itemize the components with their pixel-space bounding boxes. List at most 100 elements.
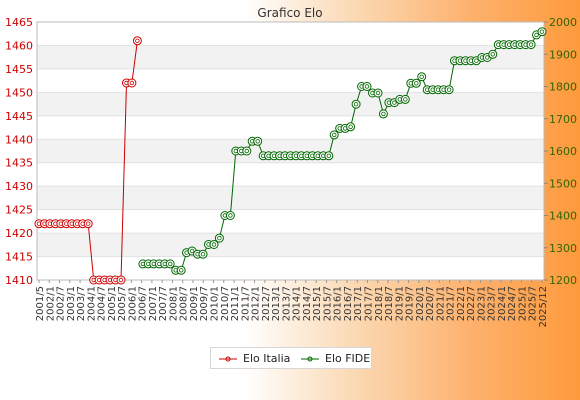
x-tick-label: 2007/7 (158, 286, 169, 321)
legend-item-elo-fide: Elo FIDE (301, 352, 370, 365)
x-tick-label: 2011/1 (230, 286, 241, 321)
x-tick-label: 2023/7 (487, 286, 498, 321)
legend-marker-elo-fide-icon (301, 356, 319, 361)
y-right-tick-label: 1900 (549, 48, 577, 61)
data-point-inner (189, 248, 195, 254)
data-point-inner (348, 124, 353, 129)
data-point (373, 88, 383, 98)
data-point (362, 82, 372, 91)
x-tick-label: 2008/7 (179, 286, 190, 321)
y-right-tick-label: 2000 (549, 16, 577, 29)
x-tick-label: 2015/7 (322, 286, 333, 321)
x-tick-label: 2001/5 (35, 286, 46, 321)
data-point (400, 94, 410, 104)
data-point (526, 40, 536, 50)
y-right-tick-label: 1700 (549, 113, 577, 126)
y-left-tick-label: 1410 (5, 274, 33, 287)
y-right-tick-label: 1800 (549, 81, 577, 94)
grid-band (37, 45, 544, 69)
data-point (444, 85, 454, 95)
grid-band (37, 233, 544, 257)
x-tick-label: 2022/1 (456, 286, 467, 321)
x-tick-label: 2017/1 (353, 286, 364, 321)
data-point (253, 136, 263, 146)
data-point-inner (211, 242, 217, 247)
x-tick-label: 2017/7 (363, 286, 374, 321)
x-tick-label: 2024/1 (497, 286, 508, 321)
data-point (329, 130, 339, 140)
legend-item-elo-italia: Elo Italia (219, 352, 290, 365)
y-left-tick-label: 1430 (5, 180, 33, 193)
y-left-tick-label: 1455 (5, 63, 33, 76)
data-point (127, 78, 137, 88)
x-tick-label: 2021/7 (446, 286, 457, 321)
y-right-tick-label: 1200 (549, 274, 577, 287)
data-point-inner (326, 153, 331, 158)
x-tick-label: 2004/1 (86, 286, 97, 321)
x-axis: 2001/5 2002/1 2002/7 2003/1 2003/7 2004/1 2004… (35, 280, 549, 328)
x-tick-label: 2010/7 (220, 286, 231, 321)
grid-band (37, 186, 544, 210)
grid-band (37, 22, 544, 46)
data-point (176, 265, 186, 275)
data-point (346, 122, 356, 132)
data-point (351, 99, 361, 109)
x-tick-label: 2018/1 (374, 286, 385, 321)
x-tick-label: 2025/1 (517, 286, 528, 321)
y-left-tick-label: 1415 (5, 251, 33, 264)
x-tick-label: 2009/7 (199, 286, 210, 321)
x-tick-label: 2010/1 (210, 286, 221, 321)
x-tick-label: 2014/7 (302, 286, 313, 321)
x-tick-label: 2024/7 (507, 286, 518, 321)
data-point-inner (446, 87, 452, 92)
x-tick-label: 2003/1 (66, 286, 77, 321)
x-tick-label: 2025/7 (528, 286, 539, 321)
data-point-inner (228, 213, 233, 218)
y-right-tick-label: 1600 (549, 145, 577, 158)
x-tick-label: 2019/7 (405, 286, 416, 321)
y-right-tick-label: 1300 (549, 242, 577, 255)
data-point-inner (375, 90, 381, 96)
x-tick-label: 2002/1 (45, 286, 56, 321)
grid-band (37, 115, 544, 140)
data-point-inner (353, 101, 359, 107)
x-tick-label: 2005/1 (107, 286, 118, 321)
data-point-inner (118, 277, 124, 283)
data-point-inner (129, 80, 135, 86)
data-point-inner (364, 84, 370, 89)
chart-title: Grafico Elo (257, 6, 322, 20)
x-tick-label: 2019/1 (394, 286, 405, 321)
data-point (116, 275, 126, 285)
legend-marker-elo-italia-icon (219, 356, 237, 361)
x-tick-label: 2015/1 (312, 286, 323, 321)
y-left-tick-label: 1460 (5, 39, 33, 52)
x-tick-label: 2020/7 (425, 286, 436, 321)
legend: Elo Italia Elo FIDE (210, 347, 372, 369)
series-layer (34, 27, 547, 285)
x-tick-label: 2022/7 (466, 286, 477, 321)
x-tick-label: 2002/7 (56, 286, 67, 321)
legend-label-elo-fide: Elo FIDE (325, 352, 371, 365)
data-point-inner (332, 132, 337, 138)
data-point-inner (178, 268, 184, 273)
y-left-tick-label: 1420 (5, 227, 33, 240)
y-left-tick-label: 1435 (5, 157, 33, 170)
grid-band (37, 162, 544, 187)
grid-band (37, 68, 544, 93)
data-point (225, 211, 235, 220)
grid-band (37, 139, 544, 163)
y-right-tick-label: 1400 (549, 210, 577, 223)
data-point (411, 78, 421, 88)
x-tick-label: 2016/1 (333, 286, 344, 321)
x-tick-label: 2011/7 (240, 286, 251, 321)
legend-label-elo-italia: Elo Italia (243, 352, 291, 365)
grid-band (37, 92, 544, 116)
data-point (209, 240, 219, 249)
data-point-inner (135, 38, 140, 43)
data-point-inner (528, 42, 534, 47)
x-tick-label: 2023/1 (476, 286, 487, 321)
grid-band (37, 209, 544, 234)
data-point (537, 27, 547, 37)
x-tick-label: 2012/1 (251, 286, 262, 321)
